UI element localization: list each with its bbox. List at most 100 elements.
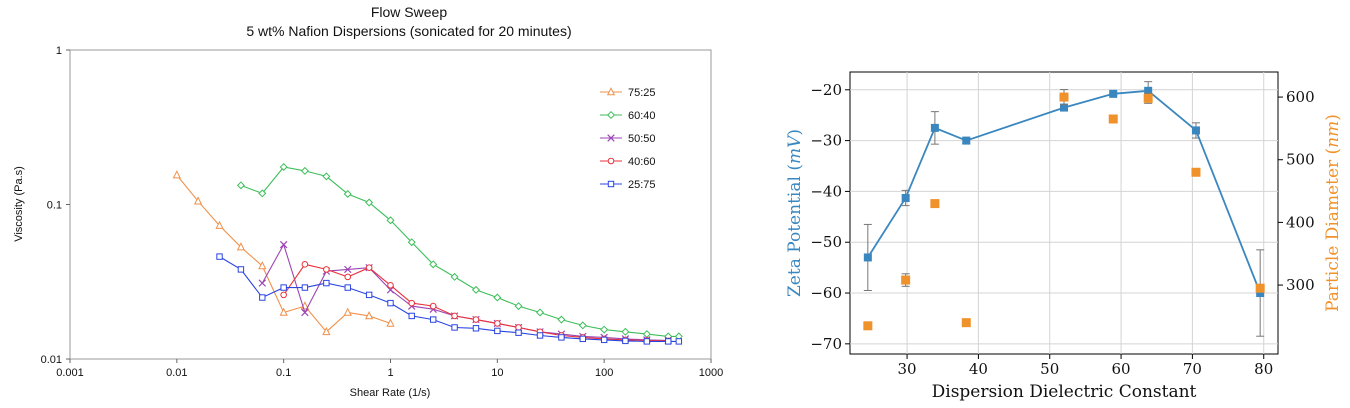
label-prefix: Particle Diameter (: [1323, 148, 1343, 312]
legend-label: 50:50: [628, 133, 656, 145]
data-point: [600, 336, 608, 344]
series-layer: [172, 162, 683, 345]
diameter-point: [901, 275, 911, 285]
data-point: [622, 337, 629, 345]
series-line: [219, 256, 679, 342]
data-point: [280, 284, 287, 291]
legend-entry: 40:60: [600, 156, 656, 168]
y-axis-label: Viscosity (Pa.s): [13, 166, 25, 242]
data-point: [494, 327, 501, 335]
legend-marker: [606, 87, 616, 96]
data-point: [471, 285, 480, 294]
zeta-point: [1109, 89, 1118, 98]
data-point: [493, 293, 502, 302]
x-tick-label: 0.1: [276, 367, 291, 379]
data-point: [365, 198, 374, 207]
data-point: [344, 284, 351, 291]
legend-entry: 60:40: [600, 110, 656, 122]
grid: [850, 72, 1278, 354]
diameter-point: [961, 318, 971, 328]
data-point: [675, 338, 683, 345]
data-point: [258, 279, 267, 287]
left-y-tick-label: −20: [810, 81, 842, 99]
data-point: [236, 181, 245, 190]
x-tick-label: 70: [1183, 360, 1202, 378]
zeta-point: [930, 123, 939, 132]
data-point: [343, 307, 352, 316]
x-tick-label: 1000: [699, 367, 723, 379]
data-point: [665, 338, 672, 345]
series-line: [261, 243, 669, 341]
data-point: [386, 318, 395, 327]
data-point: [301, 261, 309, 268]
chart-title: Flow Sweep: [371, 4, 447, 20]
label-suffix: ): [785, 129, 805, 136]
data-point: [536, 308, 545, 317]
zeta-diameter-chart: 30 40 50 60 70 80 −70 −60 −50 −40 −30 −20 300 400 500 6…: [785, 71, 1343, 402]
right-y-tick-label: 500: [1286, 151, 1315, 169]
zeta-point: [1060, 103, 1068, 112]
x-tick-label: 0.01: [166, 367, 187, 379]
data-point: [386, 216, 395, 225]
zeta-point: [1191, 126, 1200, 135]
left-y-tick-label: −50: [810, 233, 842, 251]
zeta-series: [863, 81, 1265, 337]
legend-label: 25:75: [628, 179, 656, 191]
data-point: [558, 334, 565, 341]
data-point: [429, 302, 437, 310]
legend-label: 75:25: [628, 87, 656, 99]
data-point: [515, 329, 522, 336]
data-point: [322, 326, 331, 336]
data-point: [301, 308, 309, 317]
data-point: [216, 253, 223, 260]
label-suffix: ): [1323, 114, 1343, 121]
data-point: [429, 316, 437, 323]
data-point: [472, 325, 480, 332]
data-point: [365, 291, 373, 299]
left-y-tick-label: −60: [810, 284, 842, 302]
data-point: [279, 162, 288, 171]
legend-label: 60:40: [628, 110, 656, 122]
data-point: [172, 170, 181, 179]
right-y-axis-label: Particle Diameter (nm): [1323, 114, 1343, 312]
right-y-tick-label: 600: [1286, 88, 1315, 106]
data-point: [387, 281, 394, 289]
legend-marker: [607, 157, 615, 165]
diameter-point: [1255, 283, 1265, 293]
x-tick-label: 0.001: [56, 367, 84, 379]
series-25-75: [216, 253, 683, 345]
data-point: [515, 324, 522, 331]
data-point: [643, 338, 651, 345]
diameter-point: [930, 199, 940, 209]
data-point: [280, 291, 287, 299]
legend-label: 40:60: [628, 156, 656, 168]
zeta-point: [1256, 289, 1265, 298]
diameter-point: [863, 321, 873, 331]
data-point: [408, 312, 415, 320]
right-y-tick-label: 400: [1286, 213, 1315, 231]
diameter-point: [1108, 114, 1118, 124]
data-point: [258, 189, 267, 198]
x-tick-label: 1: [387, 367, 393, 379]
data-point: [579, 335, 587, 343]
data-point: [557, 315, 566, 324]
x-tick-label: 80: [1254, 360, 1273, 378]
data-point: [259, 294, 266, 301]
series-line: [240, 166, 679, 337]
zeta-point: [863, 253, 872, 262]
data-point: [323, 266, 330, 273]
legend-marker: [607, 134, 615, 142]
zeta-point: [1144, 86, 1153, 95]
y-tick-label: 1: [56, 45, 62, 57]
label-prefix: Zeta Potential (: [785, 164, 805, 297]
data-point: [621, 327, 630, 336]
data-point: [365, 311, 374, 320]
data-point: [236, 242, 246, 251]
data-point: [301, 284, 309, 291]
series-75-25: [172, 170, 395, 336]
data-point: [536, 332, 544, 339]
left-y-tick-label: −70: [810, 335, 842, 353]
legend-marker: [606, 110, 616, 120]
legend-entry: 75:25: [600, 87, 656, 99]
